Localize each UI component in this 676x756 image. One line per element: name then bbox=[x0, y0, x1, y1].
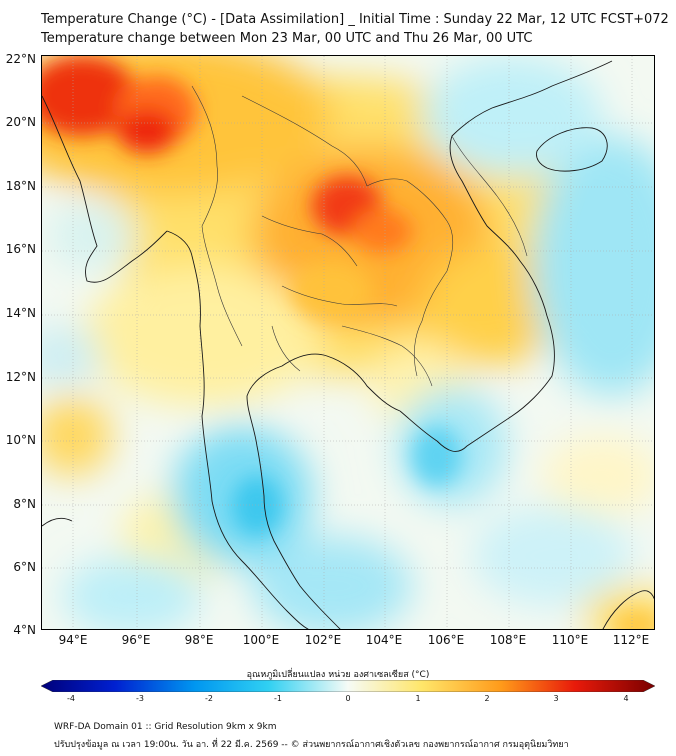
lon-label-104: 104°E bbox=[365, 633, 403, 647]
lat-label-20: 20°N bbox=[5, 115, 36, 129]
lon-label-102: 102°E bbox=[304, 633, 342, 647]
chart-subtitle: Temperature change between Mon 23 Mar, 0… bbox=[41, 31, 533, 46]
colorbar-tick: -2 bbox=[205, 694, 213, 703]
colorbar-tick: -4 bbox=[67, 694, 75, 703]
colorbar-tick: 1 bbox=[415, 694, 421, 703]
temperature-change-map bbox=[42, 56, 654, 629]
colorbar-tick: 4 bbox=[623, 694, 629, 703]
colorbar-tick: 3 bbox=[553, 694, 559, 703]
lat-label-8: 8°N bbox=[13, 497, 36, 511]
lon-label-98: 98°E bbox=[184, 633, 214, 647]
colorbar bbox=[41, 680, 655, 692]
lat-label-4: 4°N bbox=[13, 623, 36, 637]
map-plot-area[interactable] bbox=[41, 55, 655, 630]
lon-label-110: 110°E bbox=[551, 633, 589, 647]
chart-title: Temperature Change (°C) - [Data Assimila… bbox=[41, 12, 669, 27]
lat-label-16: 16°N bbox=[5, 242, 36, 256]
colorbar-tick: 0 bbox=[345, 694, 351, 703]
colorbar-tick: -3 bbox=[136, 694, 144, 703]
lon-label-108: 108°E bbox=[489, 633, 527, 647]
lat-label-10: 10°N bbox=[5, 433, 36, 447]
lat-label-18: 18°N bbox=[5, 179, 36, 193]
lat-label-6: 6°N bbox=[13, 560, 36, 574]
borders bbox=[191, 85, 528, 387]
lat-label-22: 22°N bbox=[5, 52, 36, 66]
lon-label-94: 94°E bbox=[58, 633, 88, 647]
lat-label-14: 14°N bbox=[5, 306, 36, 320]
hot-cores bbox=[42, 56, 654, 629]
colorbar-title: อุณหภูมิเปลี่ยนแปลง หน่วย องศาเซลเซียส (… bbox=[246, 670, 430, 680]
coastlines bbox=[42, 60, 654, 629]
model-info: WRF-DA Domain 01 :: Grid Resolution 9km … bbox=[54, 722, 277, 732]
lon-label-106: 106°E bbox=[427, 633, 465, 647]
colorbar-tick: -1 bbox=[274, 694, 282, 703]
lon-label-96: 96°E bbox=[121, 633, 151, 647]
lon-label-100: 100°E bbox=[242, 633, 280, 647]
update-credit: ปรับปรุงข้อมูล ณ เวลา 19:00น. วัน อา. ที… bbox=[54, 740, 569, 750]
colorbar-tick: 2 bbox=[484, 694, 490, 703]
graticule bbox=[42, 56, 654, 629]
lat-label-12: 12°N bbox=[5, 370, 36, 384]
lon-label-112: 112°E bbox=[612, 633, 650, 647]
